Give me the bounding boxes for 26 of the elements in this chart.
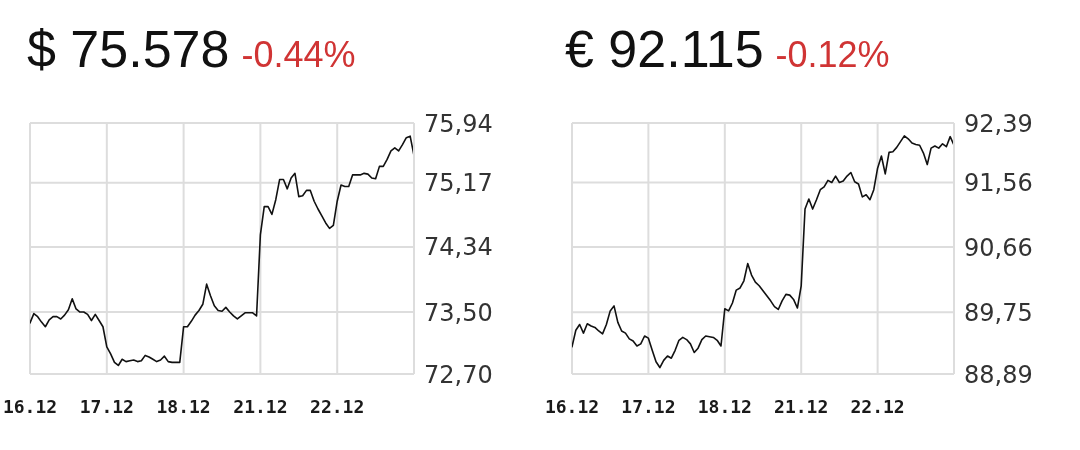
y-tick-label: 90,66 bbox=[964, 233, 1033, 262]
x-tick-label: 16.12 bbox=[2, 395, 58, 417]
chart-subtitle: -0.44% bbox=[241, 34, 356, 75]
x-tick-label: 22.12 bbox=[850, 395, 905, 417]
x-tick-label: 21.12 bbox=[233, 395, 288, 417]
y-tick-label: 72,70 bbox=[424, 360, 493, 389]
chart-title: € 92.115 bbox=[565, 20, 764, 78]
x-tick-label: 18.12 bbox=[156, 395, 211, 417]
x-tick-label: 21.12 bbox=[774, 395, 829, 417]
x-tick-label: 17.12 bbox=[621, 395, 676, 417]
y-tick-label: 75,17 bbox=[424, 169, 493, 198]
y-tick-label: 88,89 bbox=[964, 360, 1033, 389]
x-tick-label: 17.12 bbox=[79, 395, 134, 417]
y-tick-label: 89,75 bbox=[964, 298, 1033, 327]
x-tick-label: 18.12 bbox=[697, 395, 752, 417]
x-tick-label: 16.12 bbox=[544, 395, 600, 417]
chart-subtitle: -0.12% bbox=[775, 34, 890, 75]
line-series bbox=[572, 135, 954, 369]
y-tick-label: 73,50 bbox=[424, 298, 493, 327]
x-tick-label: 22.12 bbox=[310, 395, 365, 417]
y-tick-label: 75,94 bbox=[424, 109, 493, 138]
line-series bbox=[30, 135, 414, 367]
y-tick-label: 91,56 bbox=[964, 169, 1033, 198]
y-tick-label: 92,39 bbox=[964, 109, 1033, 138]
y-tick-label: 74,34 bbox=[424, 233, 493, 262]
chart-title: $ 75.578 bbox=[27, 20, 230, 78]
